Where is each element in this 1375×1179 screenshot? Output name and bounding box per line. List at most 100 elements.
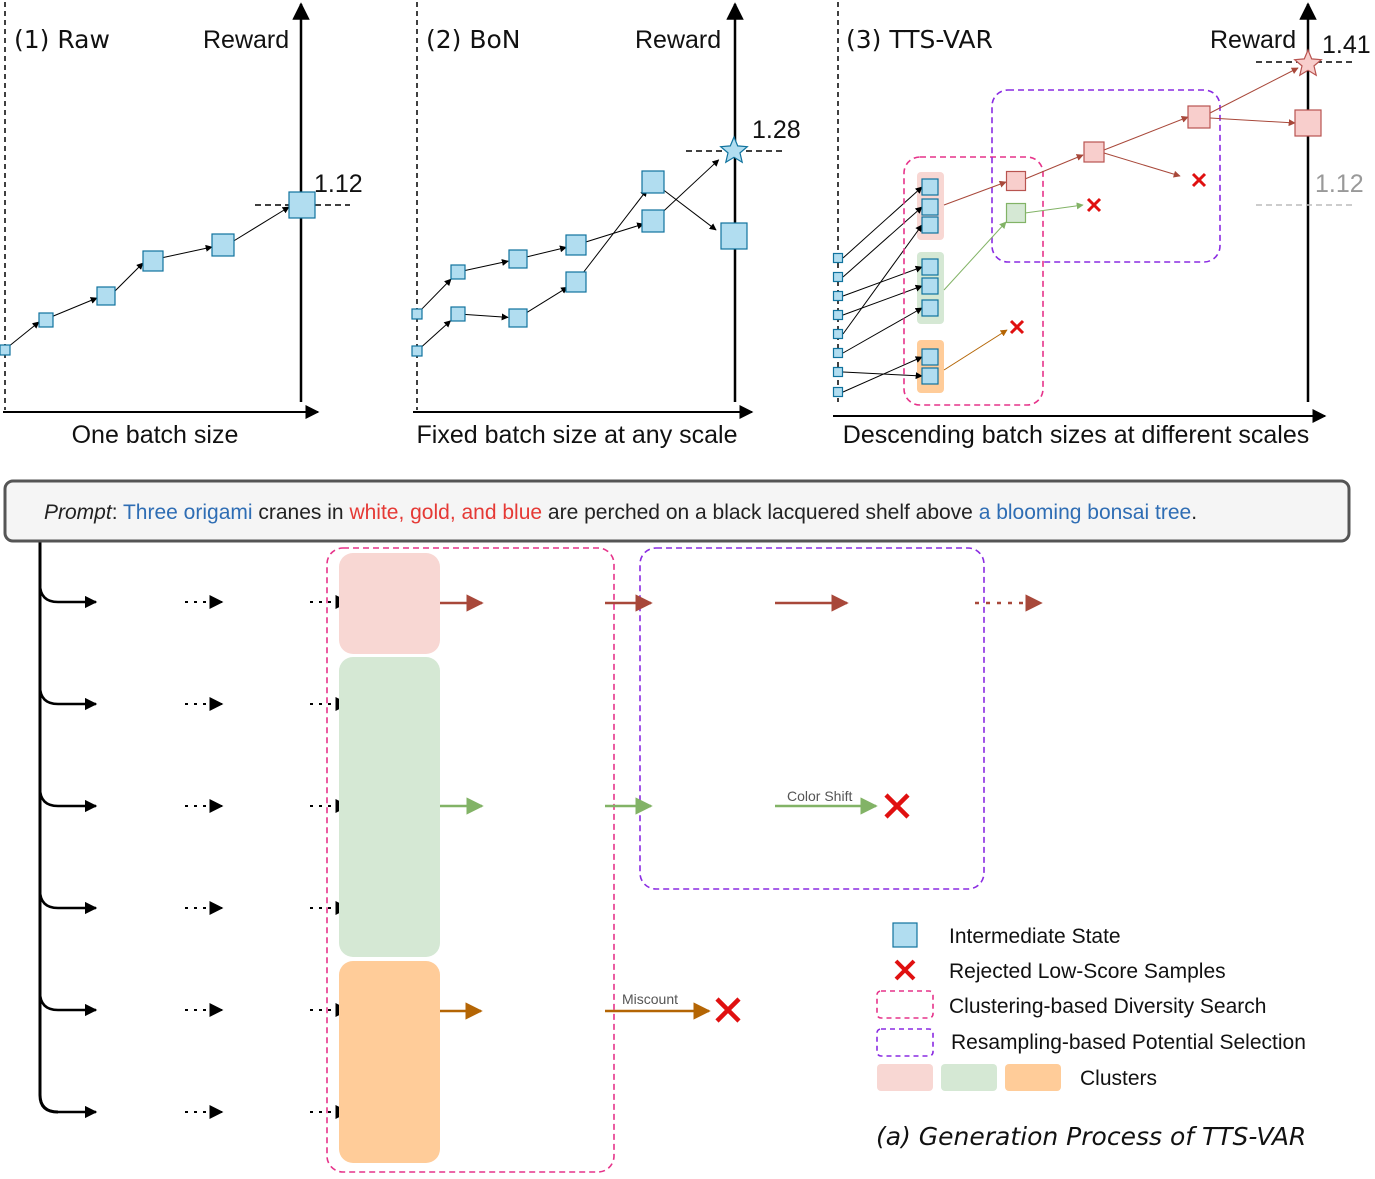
legend-clustering: Clustering-based Diversity Search (949, 995, 1266, 1018)
prompt-segment: : (112, 501, 123, 524)
panel-raw-xlabel: One batch size (72, 421, 239, 449)
rejected-x-icon (1086, 197, 1102, 213)
path-arrow-green (1024, 202, 1084, 214)
branch-arrow (38, 889, 98, 915)
state-square (641, 170, 665, 194)
path-arrow (522, 286, 569, 316)
legend-resampling-icon (876, 1028, 934, 1057)
legend-resampling: Resampling-based Potential Selection (951, 1031, 1306, 1054)
state-square (832, 328, 844, 340)
state-square (1187, 105, 1211, 129)
state-square (450, 306, 466, 322)
path-arrow (160, 244, 213, 259)
legend-clusters: Clusters (1080, 1067, 1157, 1090)
miscount-label: Miscount (622, 991, 678, 1007)
path-arrow (50, 297, 98, 318)
cluster-orange (917, 340, 944, 393)
legend-intermediate-state: Intermediate State (949, 925, 1121, 948)
state-square (38, 312, 54, 328)
state-square (142, 250, 164, 272)
state-square (1294, 109, 1322, 137)
state-square (1005, 170, 1027, 192)
color-shift-label: Color Shift (787, 788, 852, 804)
prompt-segment: cranes in (253, 501, 350, 524)
state-square (832, 252, 844, 264)
branch-arrow (38, 991, 98, 1017)
path-arrow (523, 245, 567, 259)
path-arrow (579, 189, 648, 278)
path-arrow (842, 186, 923, 259)
state-square (832, 386, 844, 398)
prompt-segment: white, gold, and blue (348, 501, 542, 524)
state-square (921, 299, 939, 317)
panel-ttsvar-baseline-value: 1.12 (1315, 170, 1364, 198)
state-square (1083, 141, 1105, 163)
path-arrow (581, 222, 645, 244)
branch-arrow (38, 685, 98, 711)
state-square (450, 264, 466, 280)
state-square (565, 234, 587, 256)
path-arrow-red (1103, 152, 1181, 178)
path-arrow (463, 313, 509, 321)
prompt-label: Prompt (44, 501, 113, 524)
state-square (508, 249, 528, 269)
panel-ttsvar-title: (3) TTS-VAR (846, 25, 993, 54)
path-arrow (420, 278, 452, 311)
state-square (211, 233, 235, 257)
rejected-x-icon (884, 793, 910, 819)
prompt-box (3, 479, 1351, 543)
state-square (565, 271, 587, 293)
panel-raw-reward-label: Reward (203, 26, 289, 54)
state-square (832, 290, 844, 302)
prompt-text: Prompt: Three origami cranes in white, g… (44, 501, 1197, 524)
best-sample-star-icon (719, 135, 749, 164)
state-square (832, 366, 844, 378)
path-arrow (842, 356, 923, 393)
panel-raw-title: (1) Raw (14, 25, 110, 54)
path-arrow (231, 206, 290, 243)
panel-bon-xlabel: Fixed batch size at any scale (417, 421, 738, 449)
state-square (641, 209, 665, 233)
panel-bon-reward-label: Reward (635, 26, 721, 54)
path-arrow (842, 206, 923, 278)
path-arrow-red (1209, 67, 1299, 114)
path-arrow (842, 284, 923, 316)
legend-cluster-pink (877, 1064, 933, 1091)
path-arrow (7, 321, 40, 348)
resampling-box (639, 547, 985, 890)
panel-ttsvar-xlabel: Descending batch sizes at different scal… (843, 421, 1309, 449)
state-square (411, 308, 423, 320)
path-arrow-red (943, 180, 1007, 206)
path-arrow (842, 265, 923, 297)
branch-arrow (38, 583, 98, 609)
clustering-box (326, 547, 615, 1173)
cluster-pink (339, 553, 440, 654)
legend-rejected: Rejected Low-Score Samples (949, 960, 1226, 983)
trunk-line (38, 541, 59, 1114)
state-square (96, 286, 116, 306)
cluster-green (339, 657, 440, 957)
branch-arrow (38, 787, 98, 813)
resampling-box (991, 89, 1221, 263)
prompt-segment: . (1191, 501, 1197, 524)
state-square (921, 348, 939, 366)
prompt-segment: are perched on a black lacquered shelf a… (542, 501, 979, 524)
state-square (921, 198, 939, 216)
path-arrow-red (1209, 117, 1296, 127)
state-square (0, 344, 11, 356)
path-arrow-red (1103, 116, 1189, 151)
cluster-orange (339, 961, 440, 1163)
state-square (720, 222, 748, 250)
path-arrow-red (1024, 154, 1084, 180)
state-square (921, 367, 939, 385)
panel-raw-value: 1.12 (314, 170, 363, 198)
legend-cluster-orange (1005, 1064, 1061, 1091)
state-square (921, 277, 939, 295)
panel-bon-title: (2) BoN (426, 25, 521, 54)
state-square (411, 345, 423, 357)
panel-ttsvar-value: 1.41 (1322, 31, 1371, 59)
state-square (832, 271, 844, 283)
rejected-x-icon (715, 997, 741, 1023)
path-arrow-green (943, 221, 1007, 291)
